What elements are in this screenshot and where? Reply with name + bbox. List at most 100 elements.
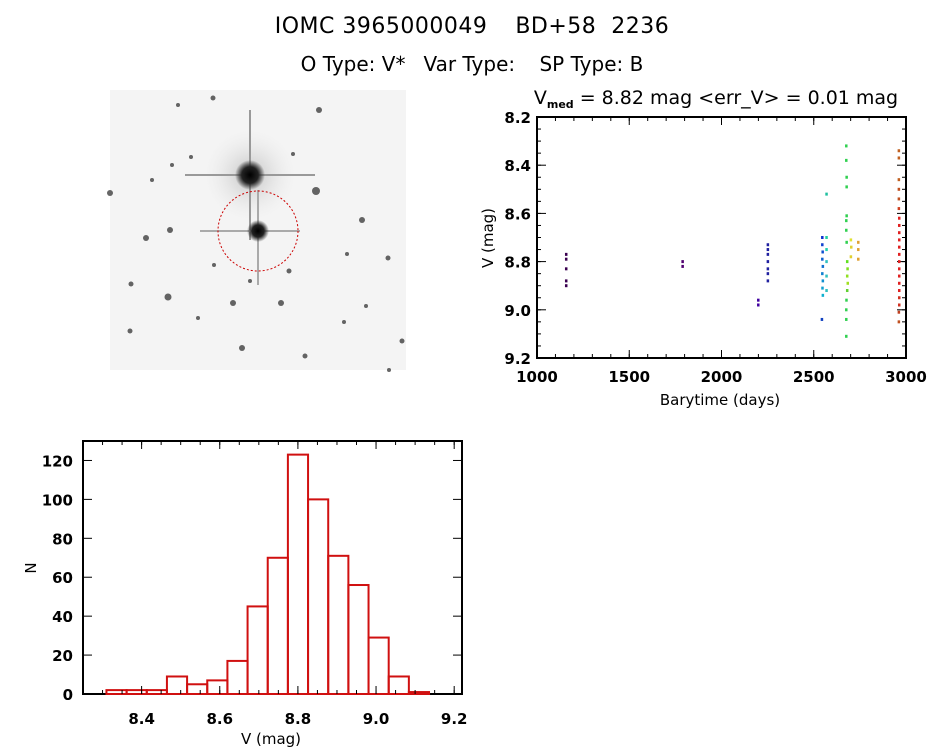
histogram-chart: 8.4 8.6 8.8 9.0 9.2 0 20 40 60 80 100 120 V (mag) N (22, 440, 467, 747)
lightcurve-ytick-label: 9.2 (504, 350, 531, 368)
object-id: IOMC 3965000049 (274, 14, 488, 39)
lightcurve-point (897, 274, 901, 278)
lightcurve-point (821, 286, 824, 290)
lightcurve-point (845, 219, 848, 223)
histogram-bar (186, 683, 209, 695)
histogram-bar (367, 636, 390, 695)
histogram-bar (105, 689, 128, 695)
histogram-ytick-label: 0 (63, 686, 73, 704)
lightcurve-point (857, 240, 860, 244)
histogram-bar (266, 556, 289, 695)
lightcurve-point (897, 320, 901, 324)
lightcurve-point (845, 317, 848, 321)
lightcurve-point (897, 245, 901, 249)
lightcurve-point (845, 185, 848, 189)
histogram-bar (387, 675, 410, 696)
lightcurve-point (825, 289, 828, 293)
lightcurve-point (766, 260, 770, 264)
lightcurve-point (845, 260, 849, 264)
object-types: O Type: V* Var Type: SP Type: B (0, 52, 944, 76)
lightcurve-point (850, 245, 853, 249)
histogram-ytick-label: 120 (42, 452, 73, 470)
lightcurve-point (849, 255, 853, 259)
lightcurve-point (825, 260, 828, 264)
lightcurve-point (757, 303, 760, 307)
lightcurve-point (845, 289, 849, 293)
lightcurve-point (897, 187, 901, 191)
lightcurve-point (845, 175, 848, 179)
lightcurve-point (821, 293, 825, 297)
lightcurve-point (845, 158, 848, 162)
lightcurve-point (857, 257, 860, 261)
histogram-bar (246, 605, 269, 696)
lightcurve-point (821, 236, 824, 239)
lightcurve-point (845, 228, 848, 232)
lightcurve-point (846, 267, 849, 271)
lightcurve-title: Vmed = 8.82 mag <err_V> = 0.01 mag (534, 87, 898, 111)
histogram-ytick-label: 40 (52, 608, 73, 626)
lightcurve-ytick-label: 8.4 (504, 157, 531, 175)
lightcurve-ytick-label: 8.2 (504, 109, 531, 127)
histogram-frame (82, 440, 463, 695)
lightcurve-point (897, 296, 901, 300)
lightcurve-point (820, 317, 824, 321)
lightcurve-point (821, 272, 824, 276)
lightcurve-point (825, 248, 828, 252)
histogram-bar (307, 498, 330, 695)
lightcurve-point (821, 264, 825, 268)
histogram-bar (125, 689, 148, 695)
star-field-image (107, 90, 406, 372)
lightcurve-point (564, 252, 568, 256)
lightcurve-point (825, 236, 828, 239)
lightcurve-point (897, 310, 901, 314)
lightcurve-point (757, 298, 760, 302)
lightcurve-point (897, 207, 901, 211)
lightcurve-ytick-label: 9.0 (504, 302, 531, 320)
lightcurve-point (564, 267, 568, 271)
lightcurve-point (766, 252, 770, 256)
lightcurve-xlabel: Barytime (days) (660, 391, 780, 409)
lightcurve-point (821, 243, 824, 247)
lightcurve-point (564, 279, 568, 283)
lightcurve-point (825, 274, 828, 278)
lightcurve-point (857, 248, 860, 252)
histogram-bar (347, 584, 370, 695)
histogram-xtick-label: 8.4 (128, 710, 155, 728)
lightcurve-point (821, 250, 824, 254)
lightcurve-point (897, 289, 901, 293)
lightcurve-point (564, 284, 568, 288)
histogram-ytick-label: 80 (52, 530, 73, 548)
histogram-bar (407, 691, 431, 695)
histogram-xtick-label: 9.0 (363, 710, 390, 728)
lightcurve-xtick-label: 1500 (608, 368, 650, 386)
lightcurve-point (681, 264, 684, 268)
lightcurve-ytick-label: 8.6 (504, 205, 531, 223)
lightcurve-point (825, 192, 828, 196)
lightcurve-point (897, 197, 901, 201)
var-type: Var Type: (423, 52, 516, 76)
lightcurve-point (766, 279, 770, 283)
lightcurve-point (766, 272, 770, 276)
lightcurve-point (897, 238, 901, 242)
histogram-bar (327, 554, 350, 695)
lightcurve-frame (536, 116, 907, 359)
histogram-ylabel: N (22, 562, 40, 573)
lightcurve-point (766, 243, 770, 247)
lightcurve-point (564, 257, 568, 261)
lightcurve-point (766, 267, 770, 271)
lightcurve-xtick-label: 2500 (793, 368, 835, 386)
lightcurve-point (897, 252, 901, 256)
lightcurve-point (897, 231, 901, 235)
histogram-bar (145, 689, 168, 695)
histogram-bar (286, 453, 310, 695)
histogram-ytick-label: 20 (52, 647, 73, 665)
histogram-ytick-label: 60 (52, 569, 73, 587)
o-type: O Type: V* (300, 52, 406, 76)
lightcurve-ytick-label: 8.8 (504, 254, 531, 272)
lightcurve-ylabel: V (mag) (479, 208, 497, 268)
histogram-bar (226, 659, 249, 696)
lightcurve-point (897, 260, 901, 264)
target-circle (217, 190, 299, 272)
lightcurve-point (897, 303, 901, 307)
